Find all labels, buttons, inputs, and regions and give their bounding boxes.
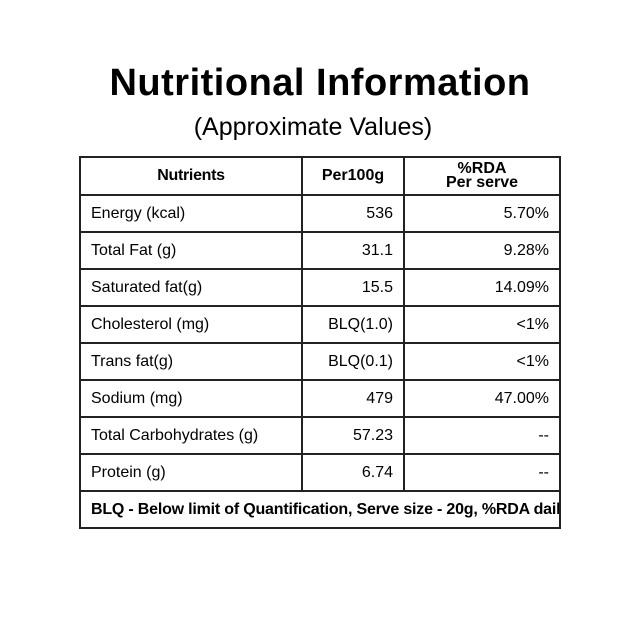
page-title: Nutritional Information — [109, 62, 531, 104]
footnote-row: BLQ - Below limit of Quantification, Ser… — [79, 490, 561, 529]
table-row: Sodium (mg) 479 47.00% — [79, 379, 561, 418]
rda-value: -- — [403, 416, 561, 455]
page-subtitle: (Approximate Values) — [193, 113, 433, 141]
header-rda-line1: %RDA — [457, 160, 507, 177]
nutrient-name: Cholesterol (mg) — [79, 305, 303, 344]
rda-value: <1% — [403, 305, 561, 344]
table-row: Saturated fat(g) 15.5 14.09% — [79, 268, 561, 307]
rda-value: 47.00% — [403, 379, 561, 418]
per100g-value: 57.23 — [301, 416, 405, 455]
per100g-value: 479 — [301, 379, 405, 418]
table-row: Energy (kcal) 536 5.70% — [79, 194, 561, 233]
nutrient-name: Total Fat (g) — [79, 231, 303, 270]
nutrition-table: Nutrients Per100g %RDA Per serve Energy … — [79, 156, 561, 529]
nutrient-name: Sodium (mg) — [79, 379, 303, 418]
per100g-value: 31.1 — [301, 231, 405, 270]
rda-value: 14.09% — [403, 268, 561, 307]
per100g-value: 15.5 — [301, 268, 405, 307]
table-row: Protein (g) 6.74 -- — [79, 453, 561, 492]
table-row: Total Carbohydrates (g) 57.23 -- — [79, 416, 561, 455]
per100g-value: BLQ(0.1) — [301, 342, 405, 381]
rda-value: -- — [403, 453, 561, 492]
nutrient-name: Protein (g) — [79, 453, 303, 492]
header-nutrients: Nutrients — [79, 156, 303, 196]
nutrient-name: Total Carbohydrates (g) — [79, 416, 303, 455]
header-rda: %RDA Per serve — [403, 156, 561, 196]
per100g-value: BLQ(1.0) — [301, 305, 405, 344]
per100g-value: 6.74 — [301, 453, 405, 492]
footnote: BLQ - Below limit of Quantification, Ser… — [79, 490, 561, 529]
header-rda-line2: Per serve — [445, 174, 519, 191]
table-header-row: Nutrients Per100g %RDA Per serve — [79, 156, 561, 196]
rda-value: 5.70% — [403, 194, 561, 233]
nutrient-name: Trans fat(g) — [79, 342, 303, 381]
rda-value: <1% — [403, 342, 561, 381]
rda-value: 9.28% — [403, 231, 561, 270]
table-row: Cholesterol (mg) BLQ(1.0) <1% — [79, 305, 561, 344]
nutrient-name: Saturated fat(g) — [79, 268, 303, 307]
nutrient-name: Energy (kcal) — [79, 194, 303, 233]
header-per100g: Per100g — [301, 156, 405, 196]
table-row: Trans fat(g) BLQ(0.1) <1% — [79, 342, 561, 381]
table-row: Total Fat (g) 31.1 9.28% — [79, 231, 561, 270]
per100g-value: 536 — [301, 194, 405, 233]
